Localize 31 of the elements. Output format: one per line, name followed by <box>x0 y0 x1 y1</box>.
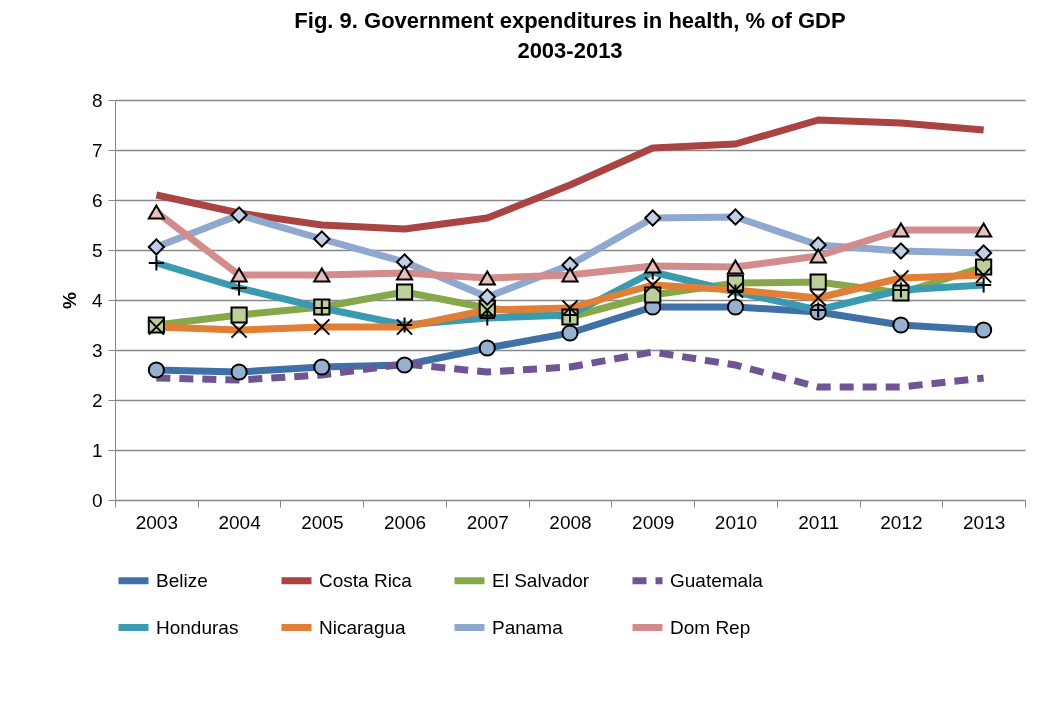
y-axis-title: % <box>58 291 80 309</box>
y-tick-label: 4 <box>91 289 103 311</box>
y-tick-label: 2 <box>91 389 103 411</box>
x-tick-label: 2005 <box>301 511 344 533</box>
x-tick-label: 2012 <box>880 511 923 533</box>
legend-label: Guatemala <box>670 569 764 591</box>
x-tick-label: 2007 <box>466 511 509 533</box>
y-tick-label: 7 <box>91 139 103 161</box>
y-tick-label: 0 <box>91 489 103 511</box>
legend-label: Belize <box>156 569 208 591</box>
legend-label: Nicaragua <box>319 616 407 638</box>
legend-label: Honduras <box>156 616 239 638</box>
chart-subtitle: 2003-2013 <box>517 38 623 63</box>
x-tick-label: 2013 <box>963 511 1006 533</box>
y-tick-label: 3 <box>91 339 103 361</box>
x-tick-label: 2003 <box>135 511 178 533</box>
y-tick-label: 6 <box>91 189 103 211</box>
y-tick-label: 5 <box>91 239 103 261</box>
chart-title: Fig. 9. Government expenditures in health, % of GDP <box>294 8 846 33</box>
legend-label: Panama <box>492 616 564 638</box>
y-tick-label: 8 <box>91 89 103 111</box>
x-tick-label: 2008 <box>549 511 592 533</box>
y-tick-label: 1 <box>91 439 103 461</box>
x-tick-label: 2009 <box>632 511 675 533</box>
legend-label: El Salvador <box>492 569 590 591</box>
legend-label: Costa Rica <box>319 569 413 591</box>
x-tick-label: 2006 <box>383 511 427 533</box>
x-tick-label: 2010 <box>714 511 758 533</box>
legend-label: Dom Rep <box>670 616 751 638</box>
x-tick-label: 2011 <box>798 511 840 533</box>
x-tick-label: 2004 <box>218 511 262 533</box>
